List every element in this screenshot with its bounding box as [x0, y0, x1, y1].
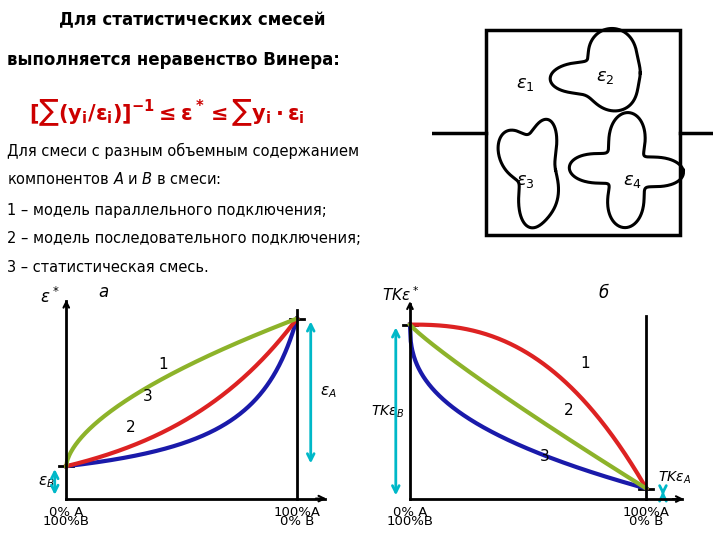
Text: компонентов $A$ и $B$ в смеси:: компонентов $A$ и $B$ в смеси: [7, 171, 221, 187]
Text: $\varepsilon_4$: $\varepsilon_4$ [624, 172, 642, 190]
Text: 1: 1 [158, 357, 168, 372]
Text: $a$: $a$ [98, 283, 109, 301]
Text: 1 – модель параллельного подключения;: 1 – модель параллельного подключения; [7, 203, 327, 218]
Text: 3 – статистическая смесь.: 3 – статистическая смесь. [7, 260, 209, 275]
Text: $TK\varepsilon_A$: $TK\varepsilon_A$ [658, 470, 691, 487]
Text: $\varepsilon_3$: $\varepsilon_3$ [516, 172, 534, 190]
Bar [486, 30, 680, 235]
Text: $б$: $б$ [598, 284, 610, 302]
Text: $\mathbf{[\sum(y_i/\varepsilon_i)]^{-1} \leq \varepsilon^* \leq \sum y_i \cdot \: $\mathbf{[\sum(y_i/\varepsilon_i)]^{-1} … [29, 97, 305, 127]
Text: 0% A: 0% A [393, 506, 427, 519]
Text: 100%B: 100%B [387, 515, 433, 528]
Text: Для смеси с разным объемным содержанием: Для смеси с разным объемным содержанием [7, 143, 359, 159]
Text: Для статистических смесей: Для статистических смесей [59, 11, 325, 29]
Text: $\varepsilon^*$: $\varepsilon^*$ [40, 287, 60, 307]
Text: 0% B: 0% B [279, 515, 314, 528]
Text: выполняется неравенство Винера:: выполняется неравенство Винера: [7, 51, 340, 69]
Text: 100%B: 100%B [42, 515, 90, 528]
Text: 2 – модель последовательного подключения;: 2 – модель последовательного подключения… [7, 232, 361, 246]
Text: 3: 3 [540, 449, 550, 464]
Text: $\varepsilon_1$: $\varepsilon_1$ [516, 75, 534, 93]
Text: $TK\varepsilon_B$: $TK\varepsilon_B$ [371, 403, 404, 420]
Text: $\varepsilon_2$: $\varepsilon_2$ [595, 68, 614, 86]
Text: 2: 2 [564, 403, 573, 418]
Text: $\varepsilon_A$: $\varepsilon_A$ [320, 384, 337, 400]
Text: 1: 1 [580, 356, 590, 371]
Text: 2: 2 [126, 420, 136, 435]
Text: $TK\varepsilon^*$: $TK\varepsilon^*$ [382, 286, 419, 304]
Text: $\varepsilon_B$: $\varepsilon_B$ [38, 475, 55, 490]
Text: 0% B: 0% B [629, 515, 664, 528]
Text: 100%A: 100%A [623, 506, 670, 519]
Text: 0% A: 0% A [49, 506, 84, 519]
Text: 100%A: 100%A [274, 506, 320, 519]
Text: 3: 3 [143, 389, 152, 404]
